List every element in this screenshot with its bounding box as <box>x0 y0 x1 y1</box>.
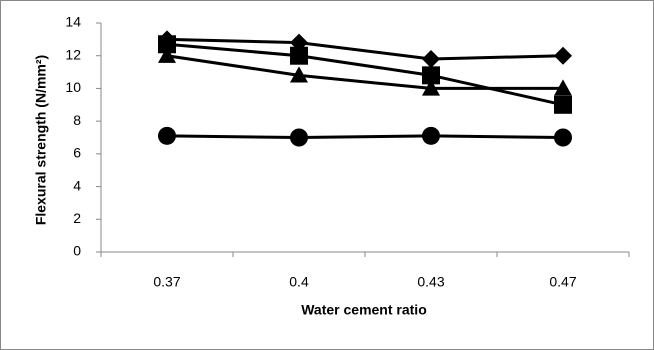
x-axis-title: Water cement ratio <box>301 302 427 318</box>
marker <box>158 46 176 63</box>
series-line <box>166 54 563 90</box>
x-tick-label: 0.4 <box>289 274 309 290</box>
marker <box>554 128 572 147</box>
x-tick-label: 0.47 <box>549 274 576 290</box>
y-axis-title: Flexural strength (N/mm²) <box>33 55 49 225</box>
y-tick-label: 12 <box>65 46 81 62</box>
y-tick-label: 10 <box>65 79 81 95</box>
marker <box>290 46 308 65</box>
y-tick-label: 4 <box>73 177 81 193</box>
marker <box>158 35 176 54</box>
x-tick-label: 0.43 <box>417 274 444 290</box>
marker <box>554 95 572 114</box>
marker <box>422 66 440 85</box>
series-line <box>166 134 564 140</box>
marker <box>554 46 572 65</box>
marker <box>158 126 176 145</box>
marker <box>290 66 308 83</box>
marker <box>422 79 440 96</box>
x-tick-label: 0.37 <box>153 274 180 290</box>
y-tick-label: 8 <box>73 112 81 128</box>
marker <box>290 128 308 147</box>
y-tick-label: 0 <box>73 243 81 259</box>
marker <box>554 79 572 96</box>
series-line <box>166 37 564 61</box>
marker <box>422 126 440 145</box>
y-tick-label: 2 <box>73 210 81 226</box>
y-tick-label: 6 <box>73 145 81 161</box>
series-line <box>166 42 564 107</box>
y-tick-label: 14 <box>65 14 81 30</box>
marker <box>422 49 440 68</box>
